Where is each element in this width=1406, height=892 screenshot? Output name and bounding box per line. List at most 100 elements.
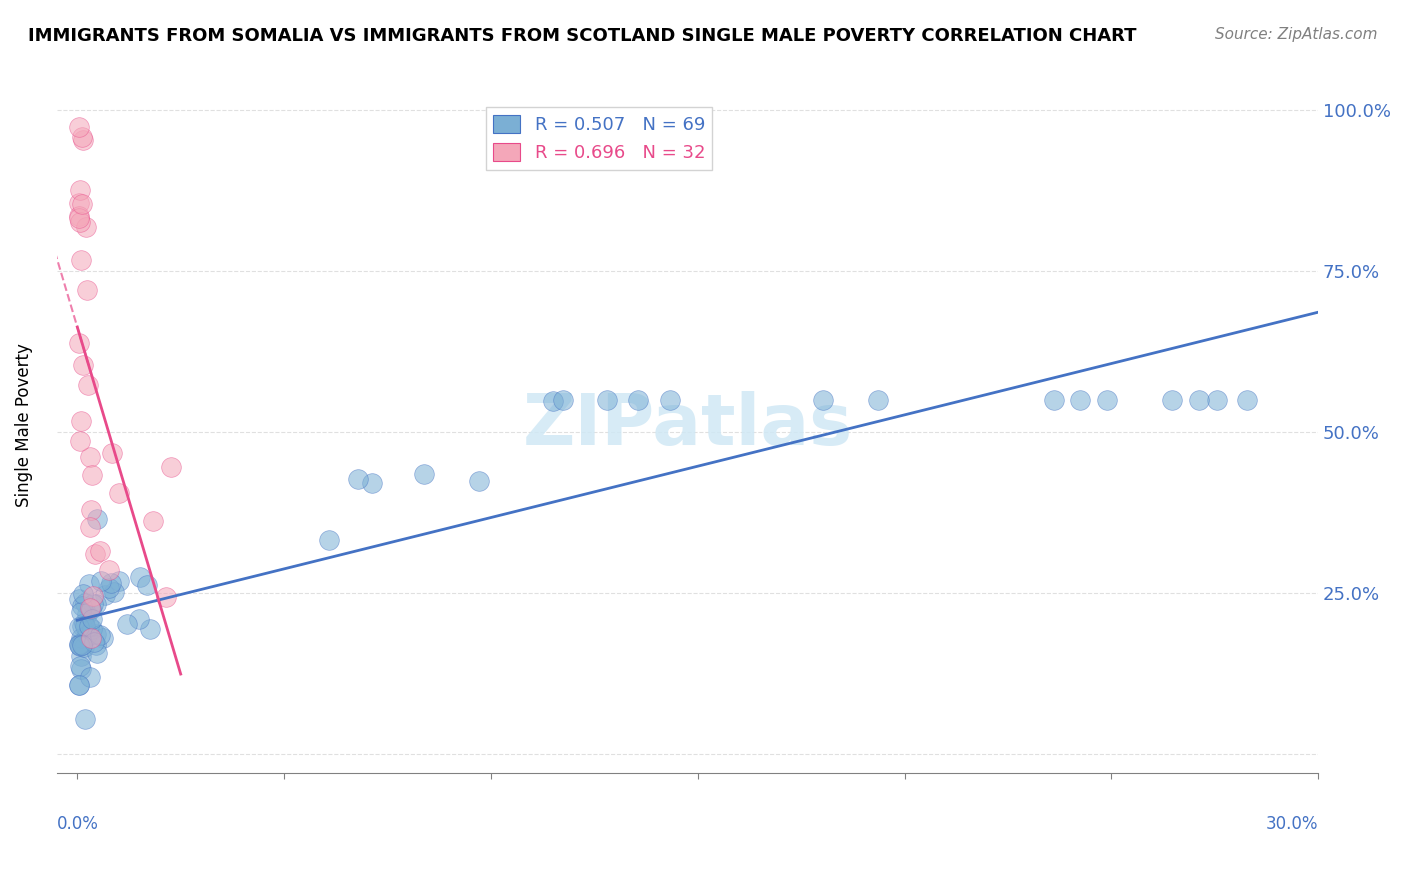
Point [72, 197, 94, 211]
Point [467, 474, 489, 488]
Point [1205, 392, 1227, 407]
Point [82, 589, 104, 603]
Point [82, 612, 104, 626]
Point [67, 591, 90, 606]
Point [69, 649, 91, 664]
Point [69, 253, 91, 268]
Point [347, 472, 370, 486]
Point [1161, 392, 1184, 407]
Point [90, 574, 112, 589]
Point [70, 130, 93, 145]
Point [551, 392, 574, 407]
Point [142, 515, 165, 529]
Text: Source: ZipAtlas.com: Source: ZipAtlas.com [1215, 27, 1378, 42]
Point [67, 620, 90, 634]
Point [84, 547, 107, 561]
Point [76, 628, 98, 642]
Point [72, 133, 94, 147]
Point [413, 467, 436, 481]
Point [89, 628, 111, 642]
Point [79, 670, 101, 684]
Point [75, 219, 97, 234]
Point [72, 358, 94, 372]
Point [1188, 392, 1211, 407]
Point [70, 638, 93, 652]
Point [136, 578, 159, 592]
Point [80, 601, 103, 615]
Point [82, 597, 104, 611]
Point [79, 619, 101, 633]
Point [70, 631, 93, 645]
Point [84, 626, 107, 640]
Point [67, 336, 90, 351]
Point [69, 659, 91, 673]
Point [67, 638, 90, 652]
Point [73, 596, 96, 610]
Point [108, 574, 131, 588]
Point [103, 584, 125, 599]
Point [627, 392, 650, 407]
Point [89, 544, 111, 558]
Point [543, 394, 565, 409]
Point [69, 183, 91, 197]
Point [73, 640, 96, 654]
Point [108, 486, 131, 500]
Point [84, 638, 107, 652]
Point [82, 623, 104, 637]
Text: ZIPatlas: ZIPatlas [522, 391, 852, 459]
Point [86, 512, 108, 526]
Point [77, 378, 100, 392]
Point [80, 631, 103, 645]
Legend: R = 0.507   N = 69, R = 0.696   N = 32: R = 0.507 N = 69, R = 0.696 N = 32 [486, 107, 713, 169]
Point [67, 195, 90, 210]
Point [115, 616, 138, 631]
Point [69, 214, 91, 228]
Point [1095, 392, 1118, 407]
Point [72, 586, 94, 600]
Y-axis label: Single Male Poverty: Single Male Poverty [15, 343, 32, 508]
Point [79, 519, 101, 533]
Point [100, 445, 122, 459]
Point [159, 460, 181, 475]
Point [79, 601, 101, 615]
Point [98, 563, 121, 577]
Point [69, 414, 91, 428]
Point [128, 569, 150, 583]
Point [73, 616, 96, 631]
Point [155, 590, 177, 604]
Point [1236, 392, 1258, 407]
Text: 30.0%: 30.0% [1265, 815, 1319, 833]
Point [93, 588, 115, 602]
Point [128, 612, 150, 626]
Point [80, 468, 103, 483]
Point [361, 476, 384, 491]
Text: IMMIGRANTS FROM SOMALIA VS IMMIGRANTS FROM SCOTLAND SINGLE MALE POVERTY CORRELAT: IMMIGRANTS FROM SOMALIA VS IMMIGRANTS FR… [28, 27, 1136, 45]
Point [100, 575, 122, 590]
Point [139, 622, 162, 636]
Point [73, 712, 96, 726]
Point [70, 619, 93, 633]
Point [84, 597, 107, 611]
Point [77, 576, 100, 591]
Point [86, 646, 108, 660]
Point [98, 581, 121, 595]
Point [79, 450, 101, 464]
Point [70, 599, 93, 614]
Point [76, 283, 98, 297]
Point [69, 636, 91, 650]
Point [73, 618, 96, 632]
Point [318, 533, 340, 547]
Point [91, 631, 114, 645]
Point [811, 392, 834, 407]
Point [67, 211, 90, 225]
Point [80, 503, 103, 517]
Point [70, 662, 93, 676]
Point [866, 392, 889, 407]
Point [67, 120, 90, 135]
Point [1069, 392, 1091, 407]
Point [67, 637, 90, 651]
Point [67, 678, 90, 692]
Point [1042, 392, 1064, 407]
Point [658, 392, 681, 407]
Point [67, 210, 90, 224]
